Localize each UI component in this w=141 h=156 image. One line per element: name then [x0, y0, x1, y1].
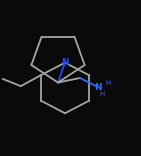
Text: N: N	[94, 83, 102, 92]
Text: H: H	[99, 91, 105, 97]
Text: N: N	[61, 58, 69, 67]
Text: H: H	[105, 80, 111, 85]
